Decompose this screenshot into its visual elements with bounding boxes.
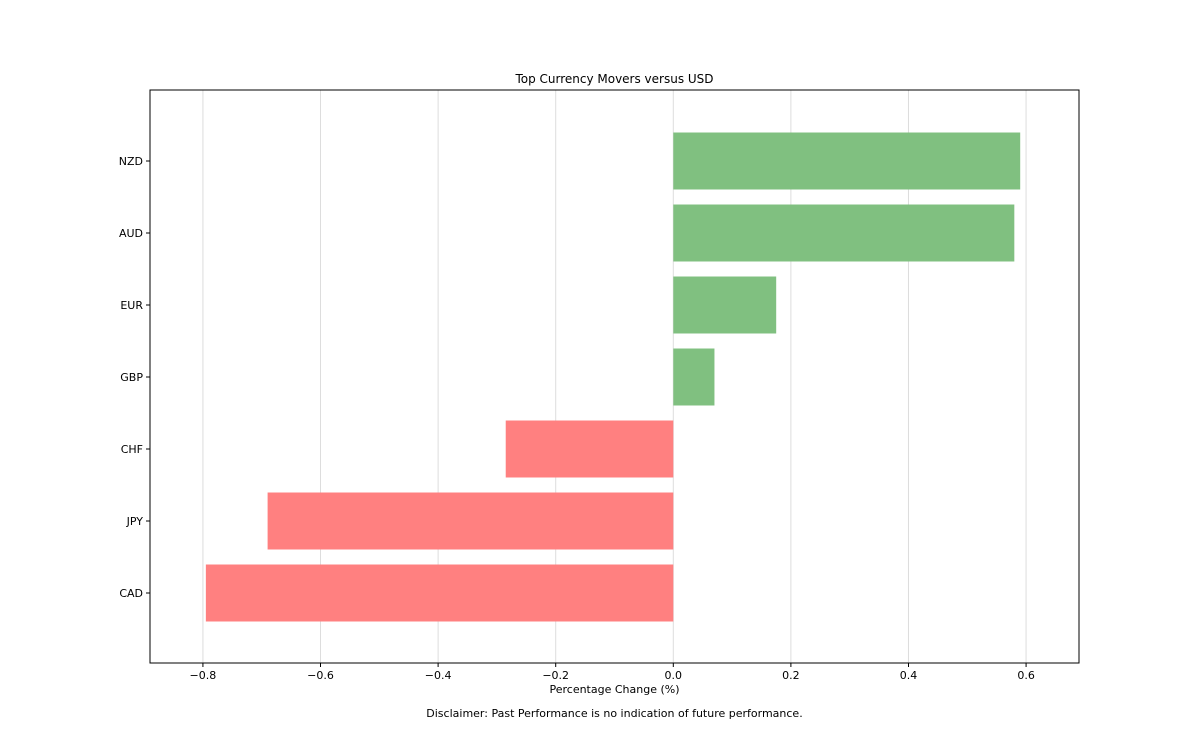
x-tick-label: −0.8 [190,669,217,682]
x-tick-label: 0.4 [900,669,918,682]
chart-title: Top Currency Movers versus USD [514,72,713,86]
disclaimer-footnote: Disclaimer: Past Performance is no indic… [426,707,802,720]
x-tick-label: −0.4 [425,669,452,682]
bars [205,132,1021,622]
y-tick-label: CHF [121,443,143,456]
y-tick-label: JPY [126,515,144,528]
x-axis-label: Percentage Change (%) [549,683,679,696]
bar-gbp [673,348,715,406]
x-tick-label: −0.2 [542,669,569,682]
x-tick-label: −0.6 [307,669,334,682]
x-tick-label: 0.2 [782,669,800,682]
x-axis-ticks: −0.8 −0.6 −0.4 −0.2 0.0 0.2 0.4 0.6 [190,663,1035,682]
bar-aud [673,204,1015,262]
bar-cad [205,564,674,622]
y-tick-label: AUD [119,227,143,240]
y-tick-label: EUR [120,299,143,312]
y-tick-label: GBP [120,371,143,384]
bar-jpy [267,492,674,550]
y-tick-label: NZD [119,155,143,168]
y-axis-ticks: NZD AUD EUR GBP CHF JPY CAD [119,155,150,600]
x-tick-label: 0.6 [1017,669,1035,682]
bar-chf [505,420,674,478]
x-tick-label: 0.0 [665,669,683,682]
bar-nzd [673,132,1021,190]
y-tick-label: CAD [119,587,143,600]
bar-eur [673,276,777,334]
